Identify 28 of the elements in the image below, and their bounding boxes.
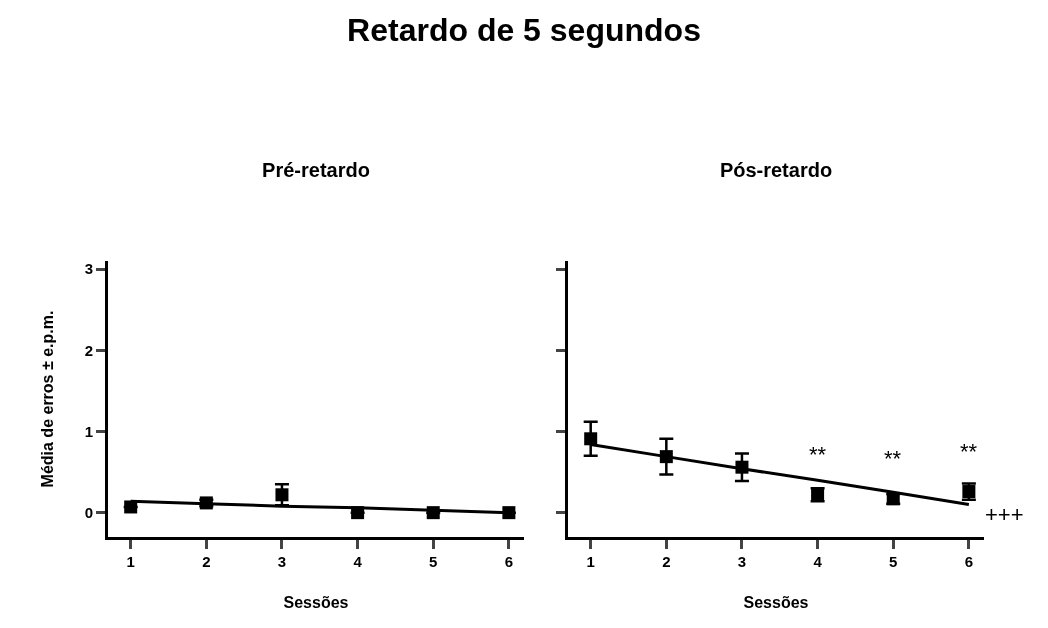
annotation: ** xyxy=(809,442,827,467)
x-tick-label: 2 xyxy=(662,553,671,570)
y-axis-title: Média de erros ± e.p.m. xyxy=(38,310,56,488)
x-tick-label: 6 xyxy=(964,553,974,570)
y-tick-label: 1 xyxy=(84,422,93,440)
text: Retardo de 5 segundos xyxy=(346,12,702,49)
x-tick-label: 1 xyxy=(126,553,135,570)
x-tick-label: 3 xyxy=(737,553,747,570)
x-axis-title: Sessões xyxy=(283,593,349,611)
point xyxy=(584,432,598,446)
x-axis-title: Sessões xyxy=(743,593,809,611)
x-tick-label: 3 xyxy=(277,553,287,570)
chart-title: Pós-retardo xyxy=(719,159,833,181)
annotation: ** xyxy=(884,446,902,471)
x-tick-label: 6 xyxy=(504,553,514,570)
annotation: +++ xyxy=(985,502,1024,527)
y-tick-label: 0 xyxy=(84,503,93,521)
y-tick-label: 3 xyxy=(84,260,93,278)
x-tick-label: 2 xyxy=(202,553,211,570)
point xyxy=(275,488,289,502)
x-tick-label: 4 xyxy=(353,553,363,570)
annotation: ** xyxy=(960,439,978,464)
x-tick-label: 1 xyxy=(586,553,595,570)
x-tick-label: 5 xyxy=(429,553,438,570)
y-tick-label: 2 xyxy=(84,341,93,359)
chart-title: Pré-retardo xyxy=(262,159,370,181)
x-tick-label: 4 xyxy=(813,553,823,570)
x-tick-label: 5 xyxy=(889,553,898,570)
